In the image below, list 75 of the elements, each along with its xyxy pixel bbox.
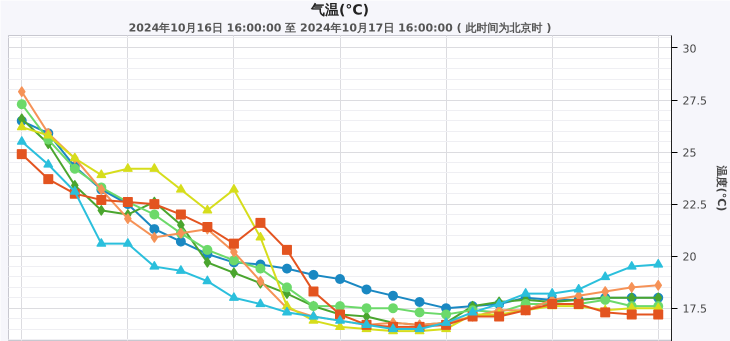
point bbox=[16, 121, 27, 130]
point bbox=[176, 236, 186, 247]
point bbox=[16, 99, 27, 110]
chart-title: 气温(°C) bbox=[310, 2, 370, 18]
point bbox=[202, 222, 212, 232]
point bbox=[16, 136, 27, 145]
point bbox=[43, 158, 54, 168]
point bbox=[176, 210, 186, 220]
point bbox=[388, 303, 398, 314]
point bbox=[308, 310, 318, 320]
y-tick-label: 17.5 bbox=[682, 302, 707, 316]
point bbox=[255, 232, 266, 241]
point bbox=[96, 194, 106, 205]
point bbox=[494, 312, 504, 322]
point bbox=[653, 309, 664, 320]
point bbox=[96, 169, 106, 178]
y-axis-title: 温度(°C) bbox=[714, 164, 728, 212]
point bbox=[228, 292, 239, 301]
point bbox=[202, 204, 212, 214]
point bbox=[414, 296, 425, 307]
point bbox=[282, 282, 292, 292]
point bbox=[255, 218, 266, 228]
point bbox=[202, 244, 212, 255]
point bbox=[362, 303, 372, 314]
point bbox=[626, 309, 637, 320]
point bbox=[70, 152, 80, 162]
point bbox=[628, 282, 636, 293]
point bbox=[16, 149, 27, 160]
point bbox=[654, 280, 662, 291]
point bbox=[43, 174, 54, 184]
point bbox=[600, 271, 610, 280]
point bbox=[441, 317, 452, 326]
point bbox=[18, 86, 26, 98]
point bbox=[282, 306, 292, 316]
point bbox=[335, 314, 345, 324]
point bbox=[255, 298, 266, 308]
point bbox=[176, 265, 186, 274]
point bbox=[122, 163, 133, 172]
y-tick-label: 25 bbox=[682, 146, 696, 160]
point bbox=[335, 274, 345, 284]
point bbox=[255, 264, 266, 274]
point bbox=[228, 184, 239, 193]
point bbox=[362, 284, 372, 294]
point bbox=[149, 260, 160, 270]
y-tick-label: 30 bbox=[682, 42, 696, 56]
point bbox=[149, 199, 160, 210]
point bbox=[308, 270, 318, 280]
point bbox=[600, 307, 610, 318]
y-tick-label: 27.5 bbox=[682, 94, 707, 108]
point bbox=[388, 290, 398, 301]
point bbox=[70, 186, 80, 195]
point bbox=[308, 286, 318, 297]
point bbox=[414, 307, 425, 318]
point bbox=[202, 275, 212, 284]
point bbox=[149, 210, 160, 220]
point bbox=[97, 204, 106, 216]
point bbox=[441, 309, 452, 320]
point bbox=[96, 238, 106, 247]
point bbox=[626, 260, 637, 270]
point bbox=[601, 286, 610, 298]
point bbox=[282, 244, 292, 255]
point bbox=[282, 264, 292, 274]
y-tick-label: 20 bbox=[682, 250, 696, 264]
point bbox=[547, 288, 558, 297]
point bbox=[149, 224, 160, 234]
point bbox=[574, 284, 584, 293]
point bbox=[653, 258, 664, 268]
point bbox=[520, 288, 531, 297]
y-tick-label: 22.5 bbox=[682, 198, 707, 212]
point bbox=[228, 238, 239, 249]
point bbox=[122, 238, 133, 247]
point bbox=[149, 163, 160, 172]
point bbox=[18, 113, 26, 124]
point bbox=[176, 184, 186, 193]
chart-subtitle: 2024年10月16日 16:00:00 至 2024年10月17日 16:00:00 ( 此时间为北京时 ) bbox=[128, 22, 552, 34]
